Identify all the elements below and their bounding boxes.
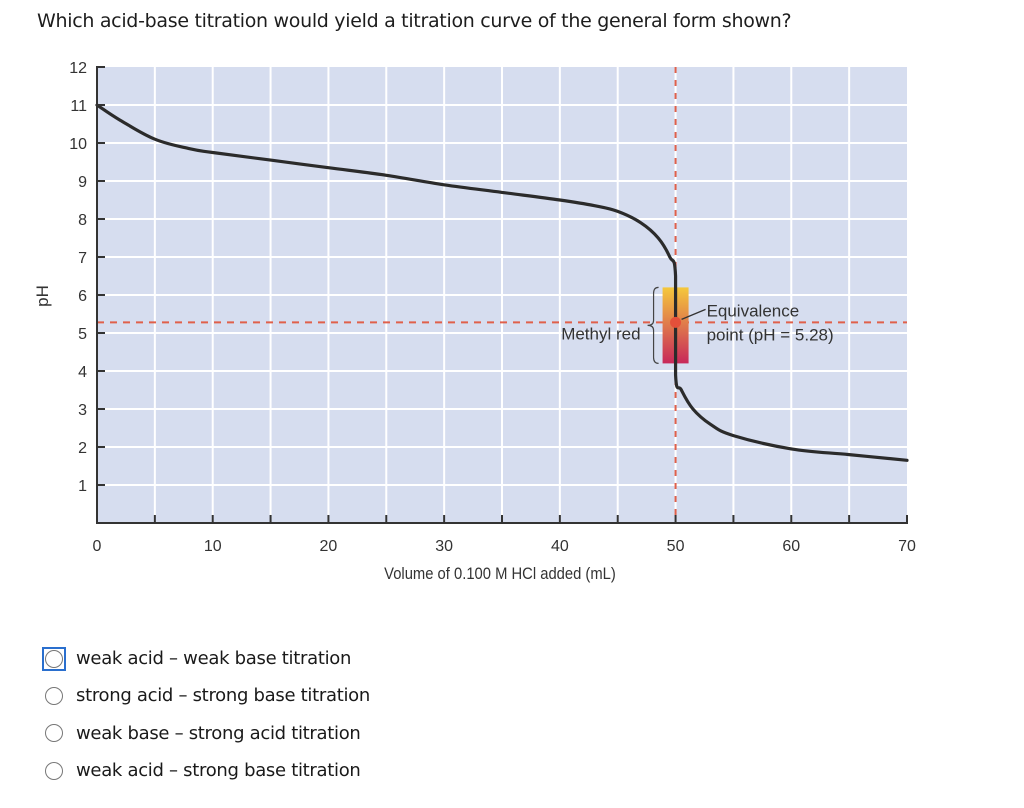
axes (96, 66, 908, 524)
question-text: Which acid-base titration would yield a … (37, 10, 792, 32)
equivalence-label-line1: Equivalence (707, 301, 800, 320)
titration-curve (95, 103, 909, 462)
radio-wrap (42, 686, 76, 705)
option-label: weak acid – weak base titration (76, 648, 352, 670)
x-axis-label: Volume of 0.100 M HCl added (mL) (384, 565, 616, 583)
y-tick-label: 5 (78, 326, 87, 343)
option-label: weak acid – strong base titration (76, 760, 361, 782)
x-tick-label: 20 (320, 538, 338, 555)
radio-button[interactable] (45, 724, 63, 743)
equivalence-point-marker (670, 308, 706, 328)
y-tick-label: 6 (78, 288, 87, 305)
option-label: weak base – strong acid titration (76, 722, 361, 744)
x-tick-label: 0 (93, 538, 102, 555)
option-weak-base-strong-acid[interactable]: weak base – strong acid titration (42, 715, 370, 752)
radio-wrap (42, 646, 76, 671)
x-tick-label: 60 (782, 538, 800, 555)
radio-button[interactable] (45, 686, 63, 705)
y-tick-label: 7 (78, 250, 87, 267)
y-tick-label: 2 (78, 440, 87, 457)
y-tick-label: 8 (78, 212, 87, 229)
annotations: Methyl red Equivalence point (pH = 5.28) (561, 301, 833, 344)
y-tick-label: 12 (69, 60, 87, 77)
y-tick-label: 1 (78, 478, 87, 495)
radio-button[interactable] (45, 649, 63, 668)
y-tick-label: 10 (69, 136, 87, 153)
option-weak-acid-weak-base[interactable]: weak acid – weak base titration (42, 640, 370, 677)
y-tick-label: 4 (78, 364, 87, 381)
option-strong-acid-strong-base[interactable]: strong acid – strong base titration (42, 677, 370, 714)
y-tick-label: 3 (78, 402, 87, 419)
option-label: strong acid – strong base titration (76, 685, 370, 707)
y-axis-label: pH (33, 285, 52, 307)
x-tick-label: 30 (435, 538, 453, 555)
y-tick-label: 11 (70, 98, 87, 115)
radio-wrap (42, 761, 76, 780)
option-weak-acid-strong-base[interactable]: weak acid – strong base titration (42, 752, 370, 789)
x-tick-label: 50 (667, 538, 685, 555)
answer-options: weak acid – weak base titration strong a… (42, 640, 370, 789)
methyl-red-label: Methyl red (561, 324, 640, 343)
y-tick-label: 9 (78, 174, 87, 191)
radio-wrap (42, 724, 76, 743)
x-tick-label: 40 (551, 538, 569, 555)
radio-button[interactable] (45, 761, 63, 780)
equivalence-label-line2: point (pH = 5.28) (707, 325, 834, 344)
x-tick-label: 70 (898, 538, 916, 555)
x-tick-label: 10 (204, 538, 222, 555)
grid-lines (97, 67, 907, 523)
